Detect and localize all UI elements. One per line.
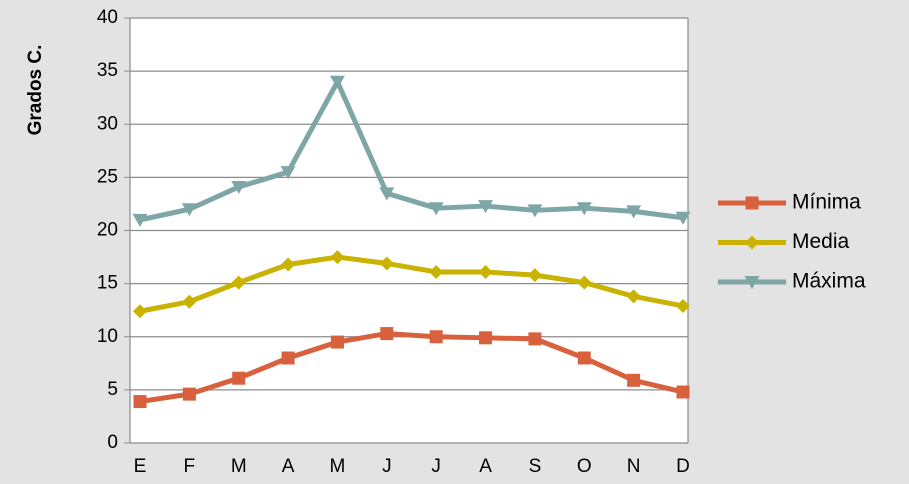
y-tick-label: 30 bbox=[97, 113, 118, 134]
point bbox=[429, 264, 444, 279]
y-tick-label: 15 bbox=[97, 273, 118, 294]
point bbox=[429, 330, 443, 344]
y-tick-label: 0 bbox=[107, 432, 118, 453]
x-tick-label: E bbox=[134, 456, 147, 477]
point bbox=[330, 335, 344, 349]
point bbox=[626, 205, 642, 219]
y-tick-label: 5 bbox=[107, 379, 118, 400]
point bbox=[231, 275, 246, 290]
series-line bbox=[139, 79, 684, 223]
x-tick-label: J bbox=[431, 456, 441, 477]
point bbox=[232, 371, 246, 385]
y-tick-label: 20 bbox=[97, 220, 118, 241]
y-tick-label: 25 bbox=[97, 166, 118, 187]
point bbox=[676, 298, 690, 313]
x-tick-label: D bbox=[676, 456, 690, 477]
point bbox=[281, 257, 296, 272]
point bbox=[577, 351, 591, 365]
y-tick-label: 35 bbox=[97, 60, 118, 81]
point bbox=[676, 385, 690, 399]
point bbox=[132, 213, 148, 227]
point bbox=[675, 211, 691, 225]
x-tick-label: M bbox=[231, 456, 247, 477]
point bbox=[330, 250, 345, 265]
x-tick-label: N bbox=[627, 456, 641, 477]
legend-marker bbox=[745, 235, 759, 250]
point bbox=[428, 202, 444, 216]
point bbox=[133, 395, 147, 409]
legend-marker bbox=[744, 276, 760, 289]
point bbox=[577, 275, 592, 290]
point bbox=[478, 200, 494, 214]
y-tick-label: 40 bbox=[97, 7, 118, 28]
point bbox=[329, 75, 345, 89]
x-tick-label: M bbox=[330, 456, 346, 477]
point bbox=[479, 331, 493, 345]
point bbox=[182, 294, 197, 309]
x-tick-label: S bbox=[529, 456, 542, 477]
point bbox=[527, 268, 542, 283]
x-tick-label: A bbox=[479, 456, 492, 477]
point bbox=[527, 204, 543, 218]
point bbox=[528, 332, 542, 346]
point bbox=[181, 203, 197, 217]
point bbox=[627, 373, 641, 387]
x-tick-label: F bbox=[184, 456, 196, 477]
point bbox=[379, 187, 395, 201]
y-tick-label: 10 bbox=[97, 326, 118, 347]
legend-label: Mínima bbox=[792, 191, 861, 214]
y-axis-title: Grados C. bbox=[25, 45, 46, 136]
point bbox=[478, 264, 493, 279]
x-tick-label: O bbox=[577, 456, 592, 477]
point bbox=[379, 256, 394, 271]
x-tick-label: A bbox=[282, 456, 295, 477]
legend-label: Máxima bbox=[792, 270, 866, 293]
point bbox=[231, 180, 247, 194]
series-line bbox=[139, 254, 684, 314]
point bbox=[182, 387, 196, 401]
point bbox=[576, 202, 592, 216]
point bbox=[380, 327, 394, 341]
x-tick-label: J bbox=[382, 456, 392, 477]
legend-label: Media bbox=[792, 230, 850, 253]
point bbox=[280, 166, 296, 180]
series-line bbox=[139, 331, 684, 405]
point bbox=[281, 351, 295, 365]
point bbox=[133, 304, 147, 319]
point bbox=[626, 289, 641, 304]
legend-marker bbox=[745, 196, 759, 210]
